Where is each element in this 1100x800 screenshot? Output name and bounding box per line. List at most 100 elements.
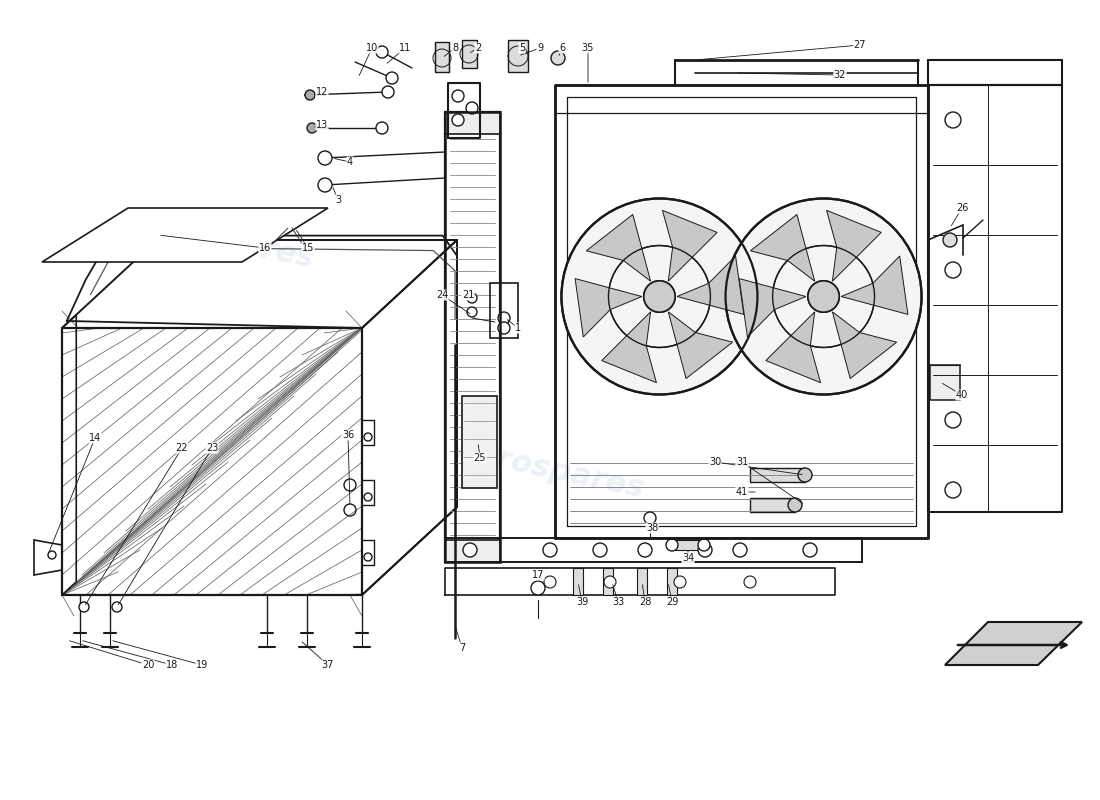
- Circle shape: [364, 553, 372, 561]
- Text: 36: 36: [342, 430, 354, 440]
- Circle shape: [561, 198, 758, 394]
- Circle shape: [79, 602, 89, 612]
- Text: 25: 25: [474, 453, 486, 463]
- Text: 27: 27: [854, 40, 867, 50]
- Bar: [508, 40, 528, 72]
- Polygon shape: [602, 312, 657, 382]
- Bar: [462, 396, 497, 488]
- Circle shape: [945, 412, 961, 428]
- Circle shape: [666, 539, 678, 551]
- Text: 29: 29: [666, 597, 679, 607]
- Circle shape: [726, 198, 922, 394]
- Polygon shape: [678, 256, 744, 314]
- Bar: [434, 42, 449, 72]
- Text: 28: 28: [639, 597, 651, 607]
- Circle shape: [798, 468, 812, 482]
- Bar: [446, 112, 501, 134]
- Circle shape: [744, 576, 756, 588]
- Circle shape: [945, 482, 961, 498]
- Text: 6: 6: [559, 43, 565, 53]
- Circle shape: [698, 539, 710, 551]
- Text: 9: 9: [537, 43, 543, 53]
- Bar: [573, 568, 583, 595]
- Text: 39: 39: [576, 597, 588, 607]
- Text: 10: 10: [366, 43, 378, 53]
- Text: eurospares: eurospares: [123, 206, 317, 274]
- Text: 24: 24: [436, 290, 448, 300]
- Circle shape: [698, 543, 712, 557]
- Circle shape: [318, 151, 332, 165]
- Text: 41: 41: [736, 487, 748, 497]
- Text: 17: 17: [531, 570, 544, 580]
- Text: 19: 19: [196, 660, 208, 670]
- Text: 31: 31: [736, 457, 748, 467]
- Circle shape: [305, 90, 315, 100]
- Text: 2: 2: [475, 43, 481, 53]
- Circle shape: [807, 281, 839, 312]
- Text: 38: 38: [646, 523, 658, 533]
- Text: 11: 11: [399, 43, 411, 53]
- Text: 5: 5: [519, 43, 525, 53]
- Polygon shape: [833, 312, 896, 378]
- Bar: [637, 568, 647, 595]
- Polygon shape: [586, 214, 650, 282]
- Bar: [446, 112, 501, 562]
- Circle shape: [604, 576, 616, 588]
- Circle shape: [376, 122, 388, 134]
- Circle shape: [807, 281, 839, 312]
- Circle shape: [376, 46, 388, 58]
- Circle shape: [644, 281, 675, 312]
- Polygon shape: [662, 210, 717, 282]
- Text: 18: 18: [166, 660, 178, 670]
- Text: 14: 14: [89, 433, 101, 443]
- Circle shape: [644, 512, 656, 524]
- Text: 21: 21: [462, 290, 474, 300]
- Polygon shape: [826, 210, 881, 282]
- Text: 7: 7: [459, 643, 465, 653]
- Circle shape: [544, 576, 556, 588]
- Bar: [750, 498, 795, 512]
- Circle shape: [382, 86, 394, 98]
- Text: 3: 3: [334, 195, 341, 205]
- Text: 30: 30: [708, 457, 722, 467]
- Text: 34: 34: [682, 553, 694, 563]
- Text: 8: 8: [452, 43, 458, 53]
- Circle shape: [943, 233, 957, 247]
- Circle shape: [551, 51, 565, 65]
- Circle shape: [364, 433, 372, 441]
- Text: 35: 35: [582, 43, 594, 53]
- Polygon shape: [575, 278, 641, 337]
- Polygon shape: [842, 256, 908, 314]
- Polygon shape: [42, 208, 328, 262]
- Circle shape: [945, 112, 961, 128]
- Circle shape: [468, 293, 477, 303]
- Circle shape: [386, 72, 398, 84]
- Bar: [750, 468, 805, 482]
- Text: 15: 15: [301, 243, 315, 253]
- Text: 16: 16: [258, 243, 271, 253]
- Text: 22: 22: [176, 443, 188, 453]
- Circle shape: [307, 123, 317, 133]
- Text: 1: 1: [515, 323, 521, 333]
- Polygon shape: [739, 278, 806, 337]
- Bar: [462, 40, 477, 68]
- Text: 4: 4: [346, 157, 353, 167]
- Bar: [672, 540, 704, 550]
- Polygon shape: [750, 214, 815, 282]
- Circle shape: [466, 102, 478, 114]
- Text: 33: 33: [612, 597, 624, 607]
- Polygon shape: [669, 312, 733, 378]
- Circle shape: [452, 114, 464, 126]
- Circle shape: [452, 90, 464, 102]
- Text: 13: 13: [316, 120, 328, 130]
- Circle shape: [531, 581, 544, 595]
- Text: 12: 12: [316, 87, 328, 97]
- Circle shape: [468, 307, 477, 317]
- Circle shape: [498, 312, 510, 324]
- Text: eurospares: eurospares: [453, 436, 647, 504]
- Circle shape: [733, 543, 747, 557]
- Bar: [930, 365, 960, 400]
- Circle shape: [674, 576, 686, 588]
- Text: 37: 37: [322, 660, 334, 670]
- Circle shape: [364, 493, 372, 501]
